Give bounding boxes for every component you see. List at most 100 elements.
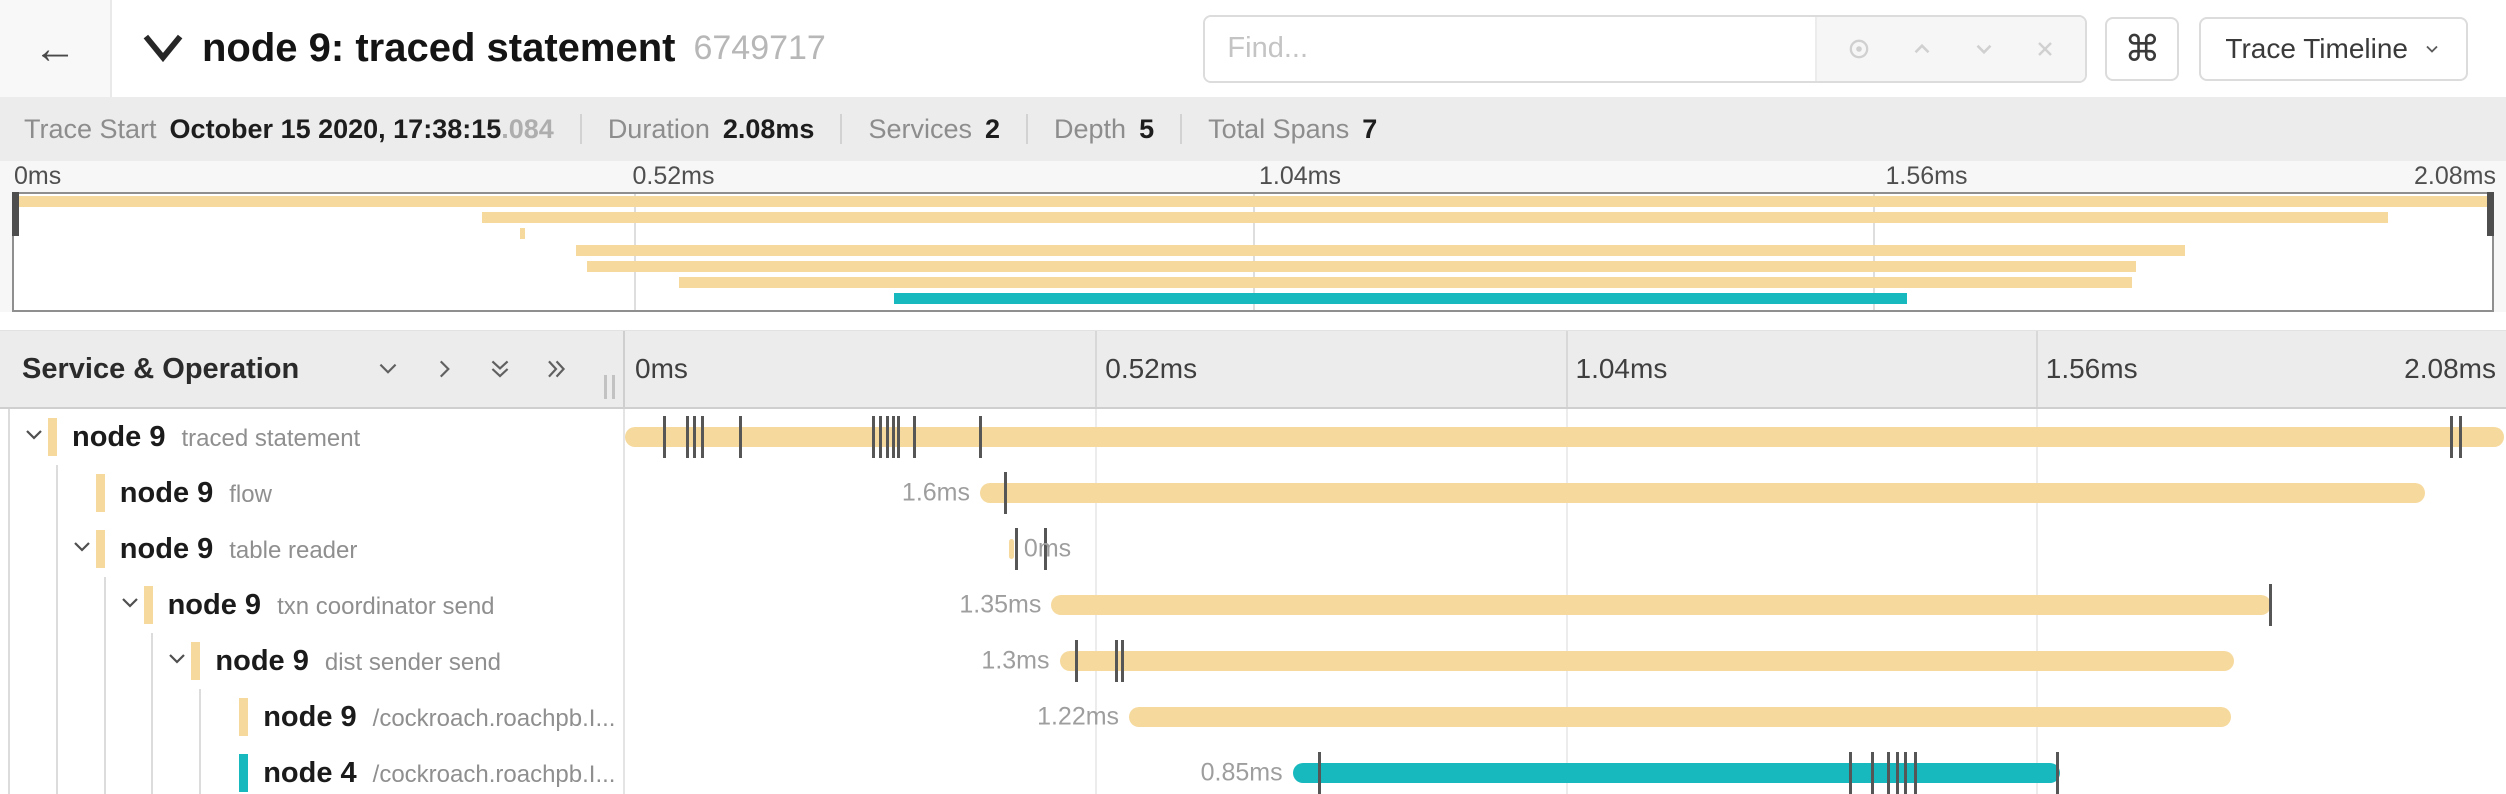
back-button[interactable]: ← — [0, 0, 112, 97]
span-row: node 9 flow 1.6ms — [0, 465, 2506, 521]
range-scrubber-left-handle[interactable] — [12, 192, 19, 236]
stat-label: Total Spans — [1208, 113, 1350, 144]
axis-tick-label: 1.04ms — [1575, 353, 1668, 384]
axis-gridline — [1095, 331, 1098, 407]
span-name[interactable]: node 4/cockroach.roachpb.I... — [263, 745, 615, 794]
span-duration-label: 0.85ms — [1200, 758, 1283, 787]
tree-indent-guideline — [8, 465, 10, 521]
column-resize-handle[interactable] — [604, 375, 615, 399]
double-chevron-right-icon[interactable] — [543, 356, 569, 382]
minimap-span-bar — [894, 293, 1908, 305]
tree-indent-guideline — [199, 745, 202, 794]
span-tree-cell[interactable]: node 9 table reader — [0, 521, 625, 577]
minimap-span-bar — [576, 244, 2185, 256]
stat-label: Depth — [1054, 113, 1127, 144]
span-log-tick — [1121, 640, 1125, 682]
tree-indent-guideline — [8, 633, 10, 689]
span-log-tick — [701, 416, 705, 458]
minimap-canvas[interactable] — [12, 192, 2494, 312]
span-timeline-cell[interactable]: 1.22ms — [625, 689, 2506, 745]
span-timeline-cell[interactable] — [625, 409, 2506, 465]
span-row: node 9/cockroach.roachpb.I... 1.22ms — [0, 689, 2506, 745]
span-tree-cell[interactable]: node 9 flow — [0, 465, 625, 521]
range-scrubber-right-handle[interactable] — [2487, 192, 2494, 236]
axis-tick-label: 0ms — [635, 353, 688, 384]
find-input[interactable] — [1205, 16, 1816, 81]
view-selector-label: Trace Timeline — [2225, 32, 2408, 64]
next-match-icon[interactable] — [1971, 36, 1997, 62]
span-timeline-cell[interactable]: 1.6ms — [625, 465, 2506, 521]
span-duration-label: 1.3ms — [981, 646, 1050, 675]
double-chevron-down-icon[interactable] — [487, 356, 513, 382]
tree-chevron-down-icon[interactable] — [22, 423, 46, 452]
span-log-tick — [1014, 528, 1018, 570]
span-name[interactable]: node 9 flow — [120, 465, 272, 521]
stat-services: Services 2 — [868, 114, 1000, 145]
row-gridline — [1095, 689, 1098, 745]
span-log-tick — [891, 416, 895, 458]
stat-value: 2 — [984, 113, 1001, 144]
tree-indent-guideline — [103, 633, 106, 689]
span-duration-label: 0ms — [1023, 534, 1072, 563]
collapse-one-chevron-down-icon[interactable] — [375, 356, 401, 382]
span-log-tick — [1904, 752, 1908, 794]
expand-collapse-controls — [375, 356, 569, 382]
stat-total-spans: Total Spans 7 — [1208, 114, 1377, 145]
span-duration-bar[interactable] — [1051, 595, 2271, 615]
operation-name: /cockroach.roachpb.I... — [372, 705, 616, 732]
service-color-chip — [95, 530, 105, 568]
span-name[interactable]: node 9 traced statement — [72, 409, 360, 465]
tree-indent-guideline — [8, 745, 10, 794]
clear-icon[interactable] — [2033, 37, 2057, 61]
span-duration-bar[interactable] — [1129, 707, 2232, 727]
tree-indent-guideline — [103, 577, 106, 633]
span-tree-cell[interactable]: node 9/cockroach.roachpb.I... — [0, 689, 625, 745]
service-name: node 9 — [167, 589, 262, 621]
service-name: node 9 — [215, 645, 309, 677]
span-log-tick — [1075, 640, 1079, 682]
span-duration-label: 1.22ms — [1037, 702, 1120, 731]
span-timeline-cell[interactable]: 0.85ms — [625, 745, 2506, 794]
divider — [1026, 114, 1029, 144]
span-duration-bar[interactable] — [1059, 651, 2234, 671]
span-duration-bar[interactable] — [625, 427, 2504, 447]
span-row: node 9 traced statement — [0, 409, 2506, 465]
span-tree-cell[interactable]: node 9 traced statement — [0, 409, 625, 465]
stat-label: Duration — [607, 113, 710, 144]
span-duration-bar[interactable] — [1008, 539, 1014, 559]
locate-icon[interactable] — [1845, 35, 1873, 63]
span-log-tick — [2450, 416, 2454, 458]
span-timeline-cell[interactable]: 1.3ms — [625, 633, 2506, 689]
span-name[interactable]: node 9 txn coordinator send — [168, 577, 495, 633]
span-tree-cell[interactable]: node 9 dist sender send — [0, 633, 625, 689]
prev-match-icon[interactable] — [1909, 36, 1935, 62]
span-name[interactable]: node 9 table reader — [120, 521, 358, 577]
span-timeline-cell[interactable]: 0ms — [625, 521, 2506, 577]
tree-indent-guideline — [55, 577, 58, 633]
collapse-trace-chevron-icon[interactable] — [140, 32, 186, 66]
span-tree-cell[interactable]: node 9 txn coordinator send — [0, 577, 625, 633]
view-selector-button[interactable]: Trace Timeline — [2199, 16, 2468, 81]
span-name[interactable]: node 9/cockroach.roachpb.I... — [263, 689, 615, 745]
axis-tick-label: 0.52ms — [1105, 353, 1198, 384]
tree-chevron-down-icon[interactable] — [118, 591, 142, 620]
span-timeline-cell[interactable]: 1.35ms — [625, 577, 2506, 633]
timeline-header: Service & Operation 0ms 0.52ms 1.04ms 1.… — [0, 330, 2506, 409]
stat-depth: Depth 5 — [1054, 114, 1154, 145]
expand-one-chevron-right-icon[interactable] — [431, 356, 457, 382]
stat-value: 7 — [1362, 113, 1378, 144]
span-tree-cell[interactable]: node 4/cockroach.roachpb.I... — [0, 745, 625, 794]
keyboard-shortcuts-button[interactable]: ⌘ — [2105, 16, 2180, 81]
tree-chevron-down-icon[interactable] — [165, 647, 189, 676]
stat-value-fraction: .084 — [501, 113, 554, 144]
span-duration-bar[interactable] — [980, 483, 2426, 503]
span-name[interactable]: node 9 dist sender send — [215, 633, 501, 689]
tree-chevron-down-icon[interactable] — [70, 535, 94, 564]
span-log-tick — [685, 416, 689, 458]
span-duration-bar[interactable] — [1292, 763, 2061, 783]
find-box — [1203, 14, 2088, 83]
find-controls — [1815, 16, 2086, 81]
span-log-tick — [1896, 752, 1900, 794]
tree-indent-guideline — [8, 577, 10, 633]
stat-label: Services — [868, 113, 972, 144]
